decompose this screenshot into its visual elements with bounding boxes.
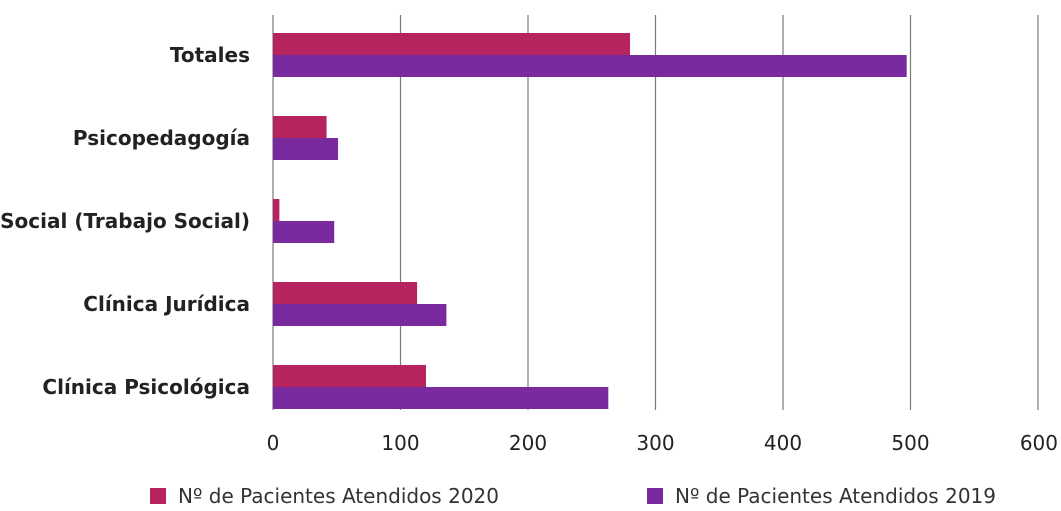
bar-social-trabajo-social-2019 [273, 221, 335, 243]
x-tick-label: 200 [509, 431, 547, 455]
x-tick-label: 0 [267, 431, 280, 455]
bar-clinica-psicologica-2020 [273, 365, 426, 387]
legend: Nº de Pacientes Atendidos 2020 Nº de Paci… [150, 484, 996, 508]
x-tick-label: 400 [764, 431, 802, 455]
x-tick-label: 600 [1020, 431, 1058, 455]
x-tick-label: 500 [891, 431, 929, 455]
category-label-social-trabajo-social: Social (Trabajo Social) [0, 209, 250, 233]
x-tick-label: 300 [636, 431, 674, 455]
bar-social-trabajo-social-2020 [273, 199, 280, 221]
legend-swatch-2020 [150, 488, 166, 504]
legend-label-2019: Nº de Pacientes Atendidos 2019 [675, 484, 996, 508]
bars [273, 33, 907, 409]
bar-totales-2019 [273, 55, 907, 77]
bar-totales-2020 [273, 33, 630, 55]
legend-label-2020: Nº de Pacientes Atendidos 2020 [178, 484, 499, 508]
x-tick-label: 100 [381, 431, 419, 455]
category-label-totales: Totales [170, 43, 250, 67]
legend-swatch-2019 [647, 488, 663, 504]
category-label-clinica-psicologica: Clínica Psicológica [42, 375, 250, 399]
bar-psicopedagogia-2019 [273, 138, 339, 160]
category-label-psicopedagogia: Psicopedagogía [73, 126, 250, 150]
bar-clinica-juridica-2020 [273, 282, 418, 304]
gridlines [272, 15, 1039, 410]
category-label-clinica-juridica: Clínica Jurídica [83, 292, 250, 316]
x-tick-labels: 0 100 200 300 400 500 600 [267, 431, 1058, 455]
bar-clinica-psicologica-2019 [273, 387, 609, 409]
bar-clinica-juridica-2019 [273, 304, 447, 326]
category-labels: Totales Psicopedagogía Social (Trabajo Soc… [0, 43, 250, 399]
bar-psicopedagogia-2020 [273, 116, 327, 138]
